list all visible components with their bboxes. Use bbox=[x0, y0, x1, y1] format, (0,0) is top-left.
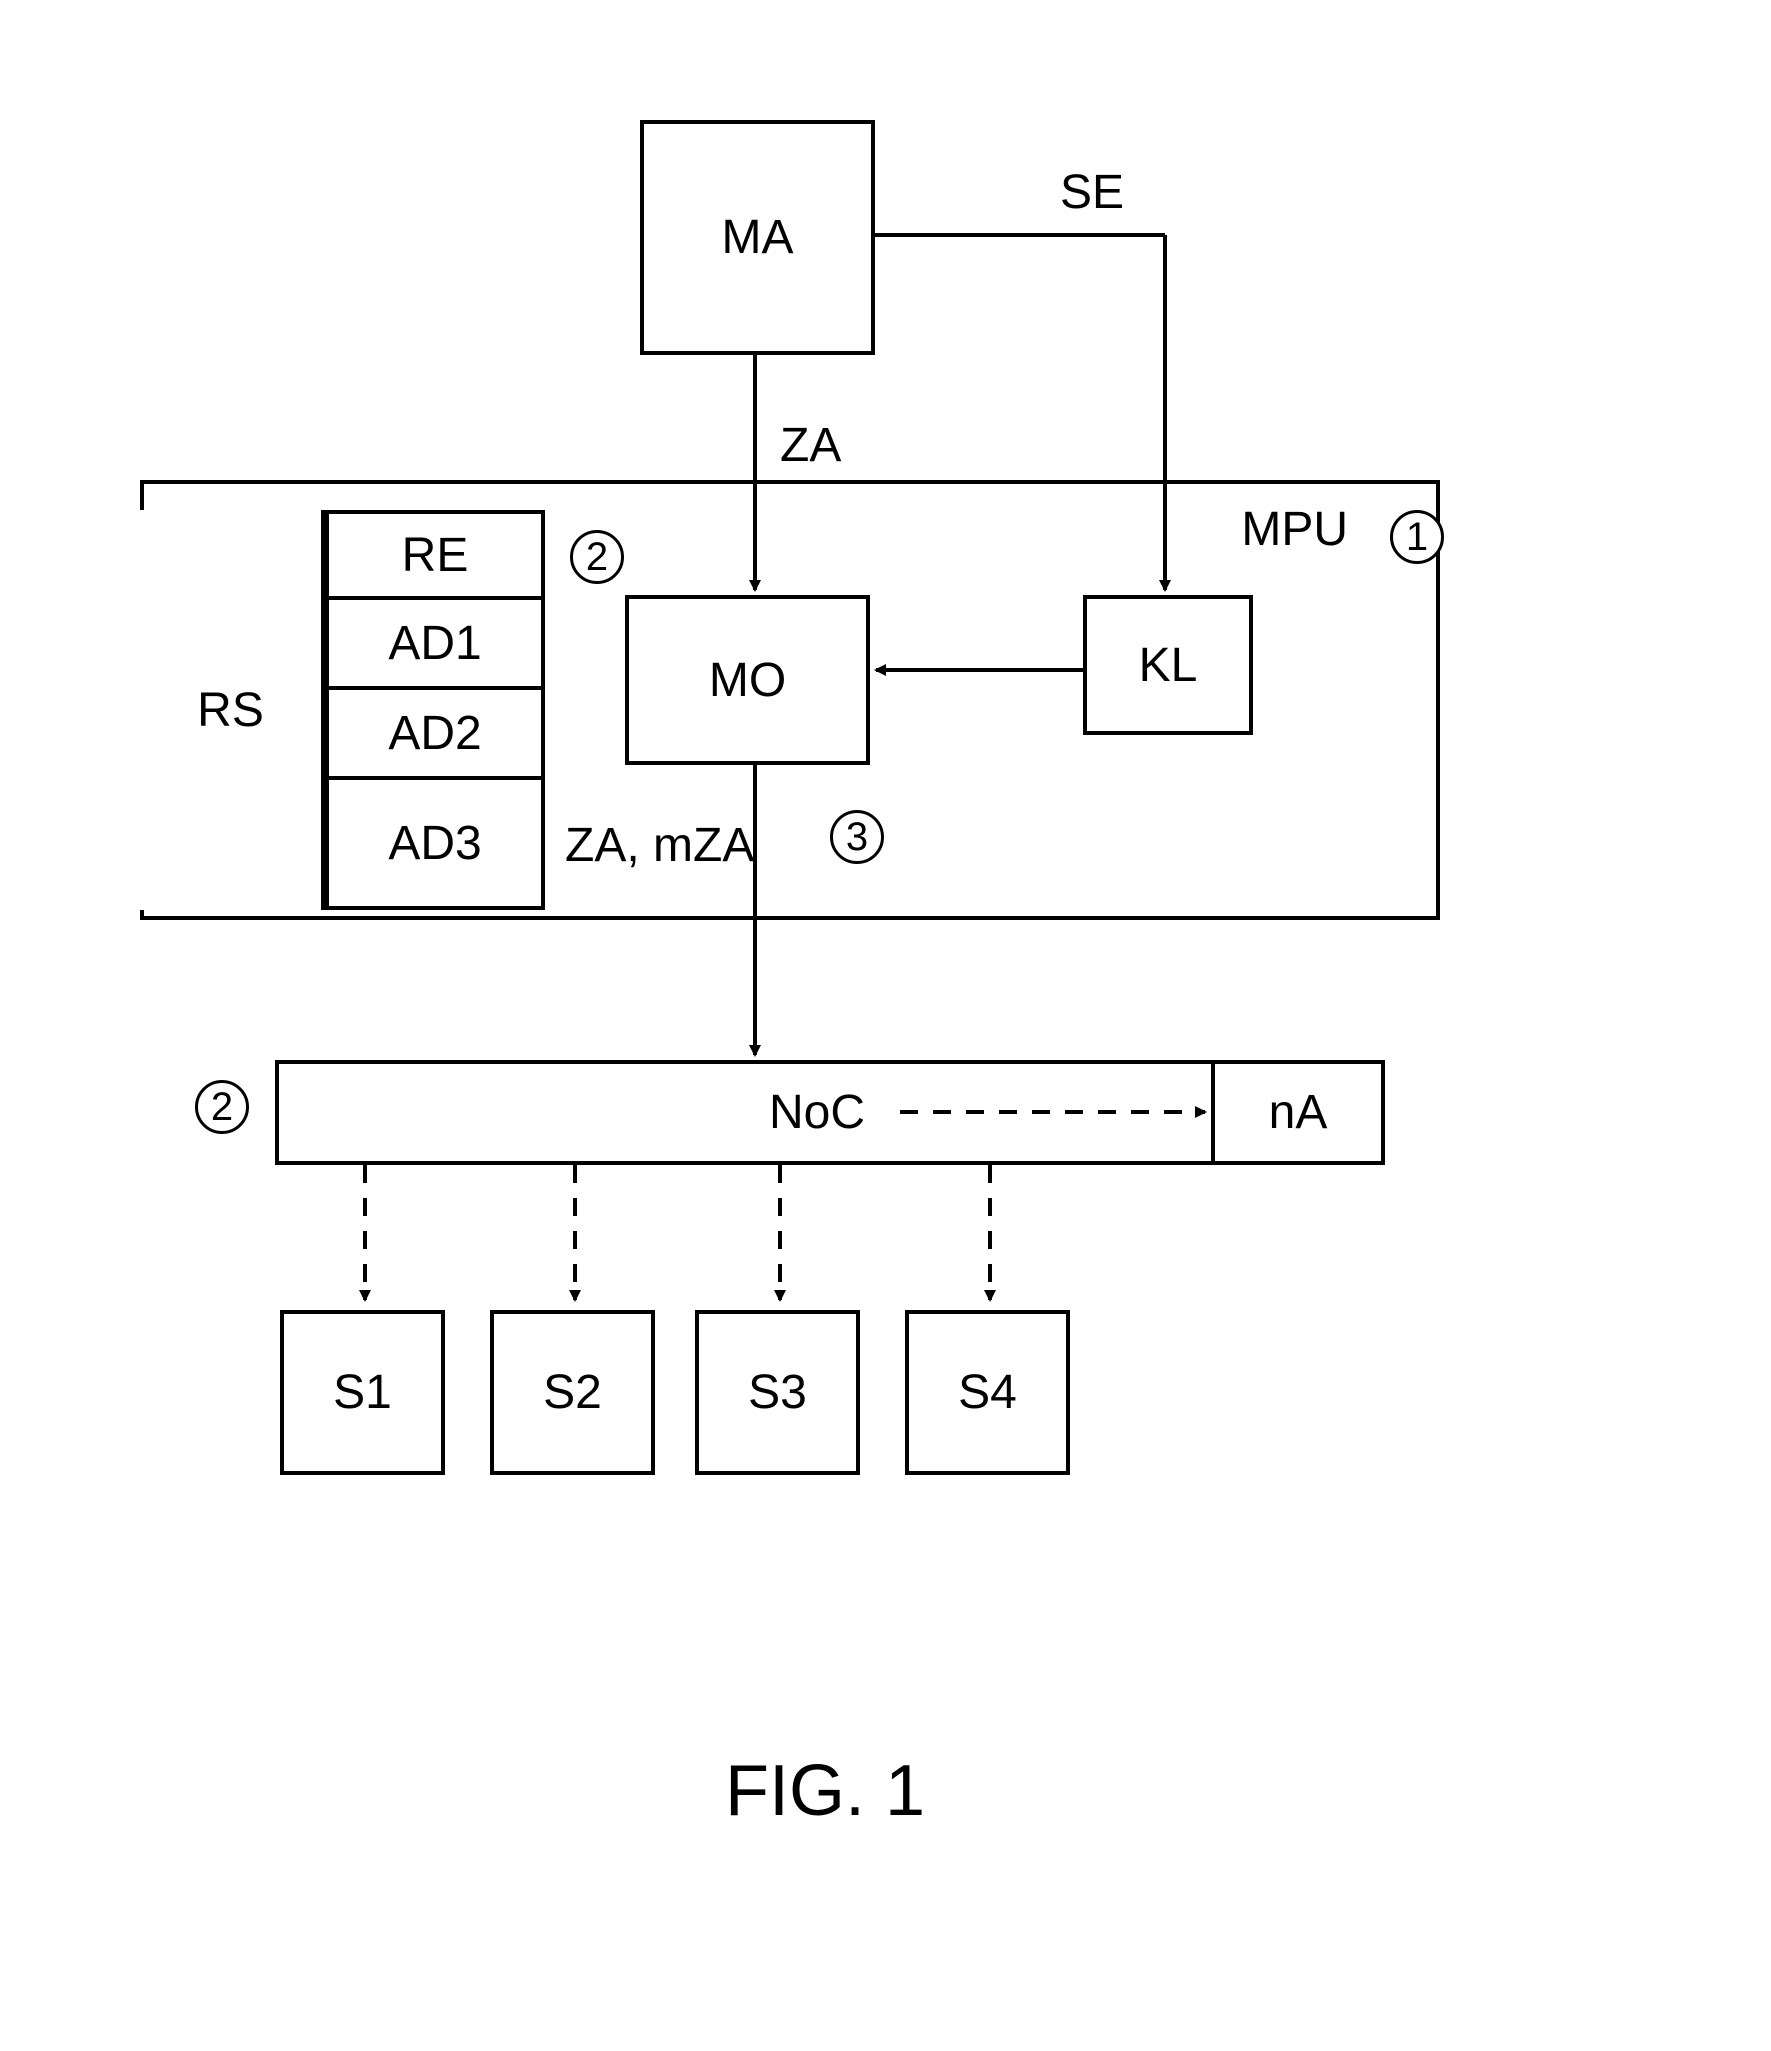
node-NoC-label: NoC bbox=[769, 1085, 865, 1140]
node-S1-label: S1 bbox=[333, 1365, 392, 1420]
node-S2: S2 bbox=[490, 1310, 655, 1475]
circle-3-label: 3 bbox=[846, 815, 868, 860]
edge-label-ZA: ZA bbox=[780, 418, 841, 473]
node-KL: KL bbox=[1083, 595, 1253, 735]
edge-label-ZAmZA: ZA, mZA bbox=[565, 818, 754, 873]
node-AD3: AD3 bbox=[325, 780, 545, 910]
node-RS: RS bbox=[140, 510, 325, 910]
edges-overlay bbox=[0, 0, 1771, 2051]
circle-2b-label: 2 bbox=[211, 1085, 233, 1130]
node-KL-label: KL bbox=[1139, 638, 1198, 693]
circle-3: 3 bbox=[830, 810, 884, 864]
node-nA-label: nA bbox=[1269, 1085, 1328, 1140]
node-MO-label: MO bbox=[709, 653, 786, 708]
node-MA: MA bbox=[640, 120, 875, 355]
circle-2b: 2 bbox=[195, 1080, 249, 1134]
node-AD2-label: AD2 bbox=[388, 706, 481, 761]
node-AD2: AD2 bbox=[325, 690, 545, 780]
node-S3: S3 bbox=[695, 1310, 860, 1475]
node-MO: MO bbox=[625, 595, 870, 765]
figure-caption: FIG. 1 bbox=[725, 1750, 925, 1832]
node-S1: S1 bbox=[280, 1310, 445, 1475]
node-S4: S4 bbox=[905, 1310, 1070, 1475]
circle-1: 1 bbox=[1390, 510, 1444, 564]
circle-2a-label: 2 bbox=[586, 535, 608, 580]
edge-label-SE: SE bbox=[1060, 165, 1124, 220]
node-AD3-label: AD3 bbox=[388, 816, 481, 871]
figure-canvas: MA MPU RS RE AD1 AD2 AD3 MO KL NoC nA S1 bbox=[0, 0, 1771, 2051]
node-S3-label: S3 bbox=[748, 1365, 807, 1420]
node-NoC: NoC bbox=[275, 1060, 1215, 1165]
node-MA-label: MA bbox=[722, 210, 794, 265]
node-nA: nA bbox=[1215, 1060, 1385, 1165]
node-S2-label: S2 bbox=[543, 1365, 602, 1420]
node-AD1-label: AD1 bbox=[388, 616, 481, 671]
node-RS-label: RS bbox=[197, 683, 264, 738]
node-AD1: AD1 bbox=[325, 600, 545, 690]
node-MPU-label: MPU bbox=[1241, 502, 1348, 557]
node-S4-label: S4 bbox=[958, 1365, 1017, 1420]
circle-2a: 2 bbox=[570, 530, 624, 584]
node-RE-label: RE bbox=[402, 528, 469, 583]
node-RE: RE bbox=[325, 510, 545, 600]
circle-1-label: 1 bbox=[1406, 515, 1428, 560]
